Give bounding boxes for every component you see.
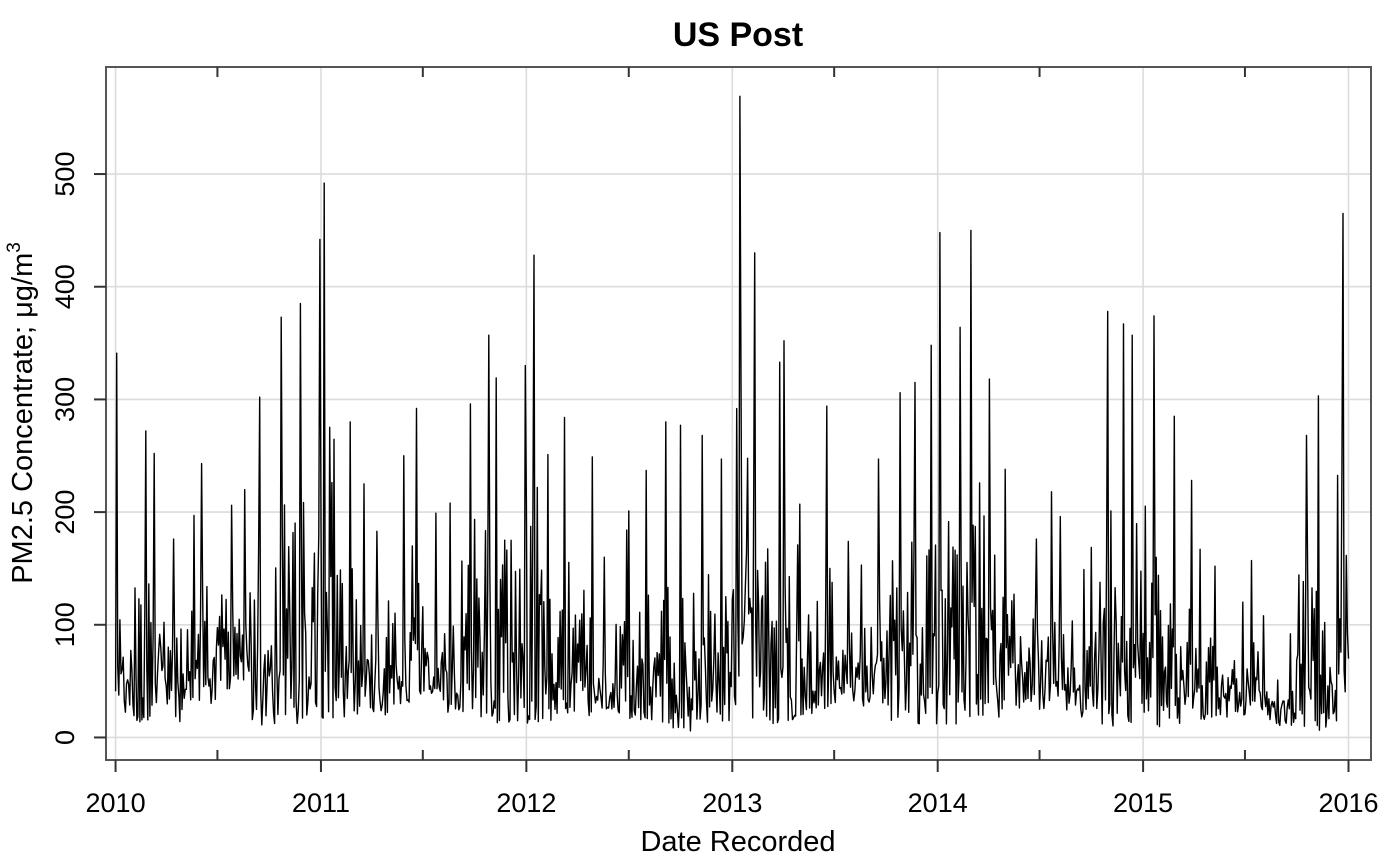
- x-tick-label: 2013: [702, 788, 762, 818]
- y-tick-label: 0: [50, 730, 80, 745]
- chart-title: US Post: [673, 16, 803, 54]
- tick-labels: 0 100 200 300 400 500 2010 2011 2012 2013 2014 2015…: [50, 152, 1379, 818]
- x-tick-label: 2012: [496, 788, 556, 818]
- x-tick-label: 2016: [1318, 788, 1378, 818]
- x-tick-label: 2010: [86, 788, 146, 818]
- y-tick-label: 200: [50, 490, 80, 535]
- y-axis-label: PM2.5 Concentrate; μg/m3: [4, 242, 39, 584]
- y-axis-label-superscript: 3: [4, 242, 25, 253]
- y-tick-label: 400: [50, 264, 80, 309]
- series-line: [114, 95, 1350, 732]
- x-tick-label: 2015: [1113, 788, 1173, 818]
- x-tick-label: 2011: [292, 788, 350, 818]
- y-tick-label: 500: [50, 152, 80, 197]
- x-axis-label: Date Recorded: [640, 826, 835, 858]
- y-axis-label-text: PM2.5 Concentrate; μg/m: [7, 253, 39, 584]
- y-tick-label: 300: [50, 377, 80, 422]
- axis-ticks: [94, 67, 1350, 772]
- plot-frame: [105, 66, 1372, 761]
- y-tick-label: 100: [50, 602, 80, 647]
- x-tick-label: 2014: [908, 788, 968, 818]
